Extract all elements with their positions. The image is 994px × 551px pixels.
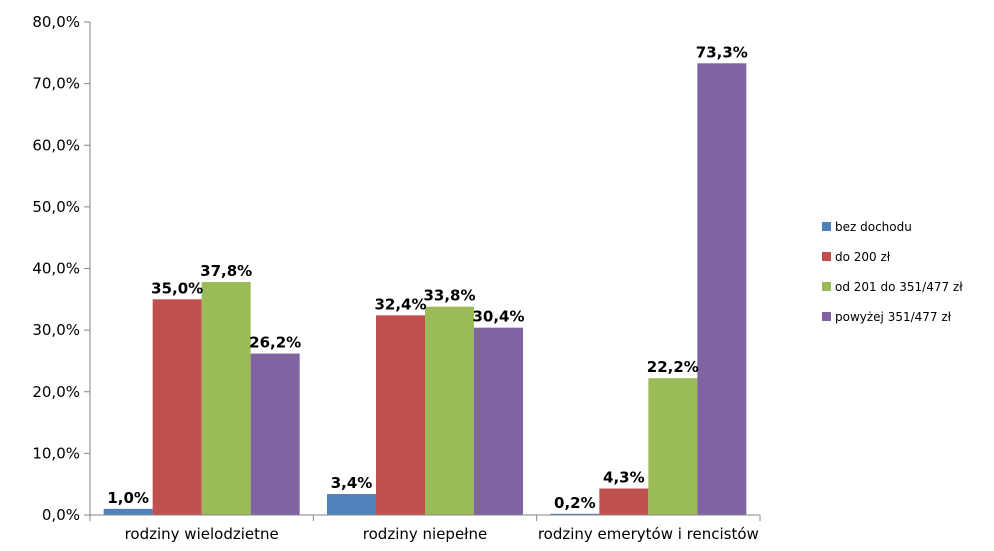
- bar: [152, 299, 202, 515]
- data-label: 73,3%: [696, 43, 748, 61]
- data-label: 33,8%: [423, 287, 475, 305]
- legend-label: bez dochodu: [835, 220, 912, 234]
- data-label: 26,2%: [249, 334, 301, 352]
- legend-swatch: [822, 222, 831, 231]
- y-tick-label: 30,0%: [32, 321, 80, 339]
- data-label: 4,3%: [603, 469, 645, 487]
- legend-swatch: [822, 312, 831, 321]
- bar: [250, 353, 300, 515]
- bar: [327, 494, 376, 515]
- y-tick-label: 70,0%: [32, 75, 80, 93]
- data-label: 0,2%: [554, 494, 596, 512]
- data-label: 37,8%: [200, 262, 252, 280]
- y-tick-label: 0,0%: [42, 506, 80, 524]
- y-tick-label: 50,0%: [32, 198, 80, 216]
- data-label: 22,2%: [647, 358, 699, 376]
- bar: [425, 306, 474, 515]
- x-category-label: rodziny wielodzietne: [125, 525, 279, 543]
- data-label: 1,0%: [107, 489, 149, 507]
- y-tick-label: 40,0%: [32, 260, 80, 278]
- x-category-label: rodziny niepełne: [363, 525, 487, 543]
- bar: [376, 315, 425, 515]
- x-category-label: rodziny emerytów i rencistów: [538, 525, 759, 543]
- data-label: 35,0%: [151, 279, 203, 297]
- legend-label: od 201 do 351/477 zł: [835, 280, 963, 294]
- legend-swatch: [822, 252, 831, 261]
- y-tick-label: 20,0%: [32, 383, 80, 401]
- bar: [599, 488, 649, 515]
- legend-swatch: [822, 282, 831, 291]
- bar: [201, 282, 251, 515]
- legend-label: do 200 zł: [835, 250, 891, 264]
- y-tick-label: 10,0%: [32, 444, 80, 462]
- bar: [550, 513, 600, 515]
- y-tick-label: 80,0%: [32, 13, 80, 31]
- y-tick-label: 60,0%: [32, 136, 80, 154]
- legend-label: powyżej 351/477 zł: [835, 310, 952, 324]
- bar: [474, 327, 523, 515]
- bar: [697, 63, 747, 515]
- data-label: 3,4%: [331, 474, 373, 492]
- data-label: 32,4%: [374, 295, 426, 313]
- bar: [648, 378, 698, 515]
- bar: [103, 508, 153, 515]
- data-label: 30,4%: [472, 308, 524, 326]
